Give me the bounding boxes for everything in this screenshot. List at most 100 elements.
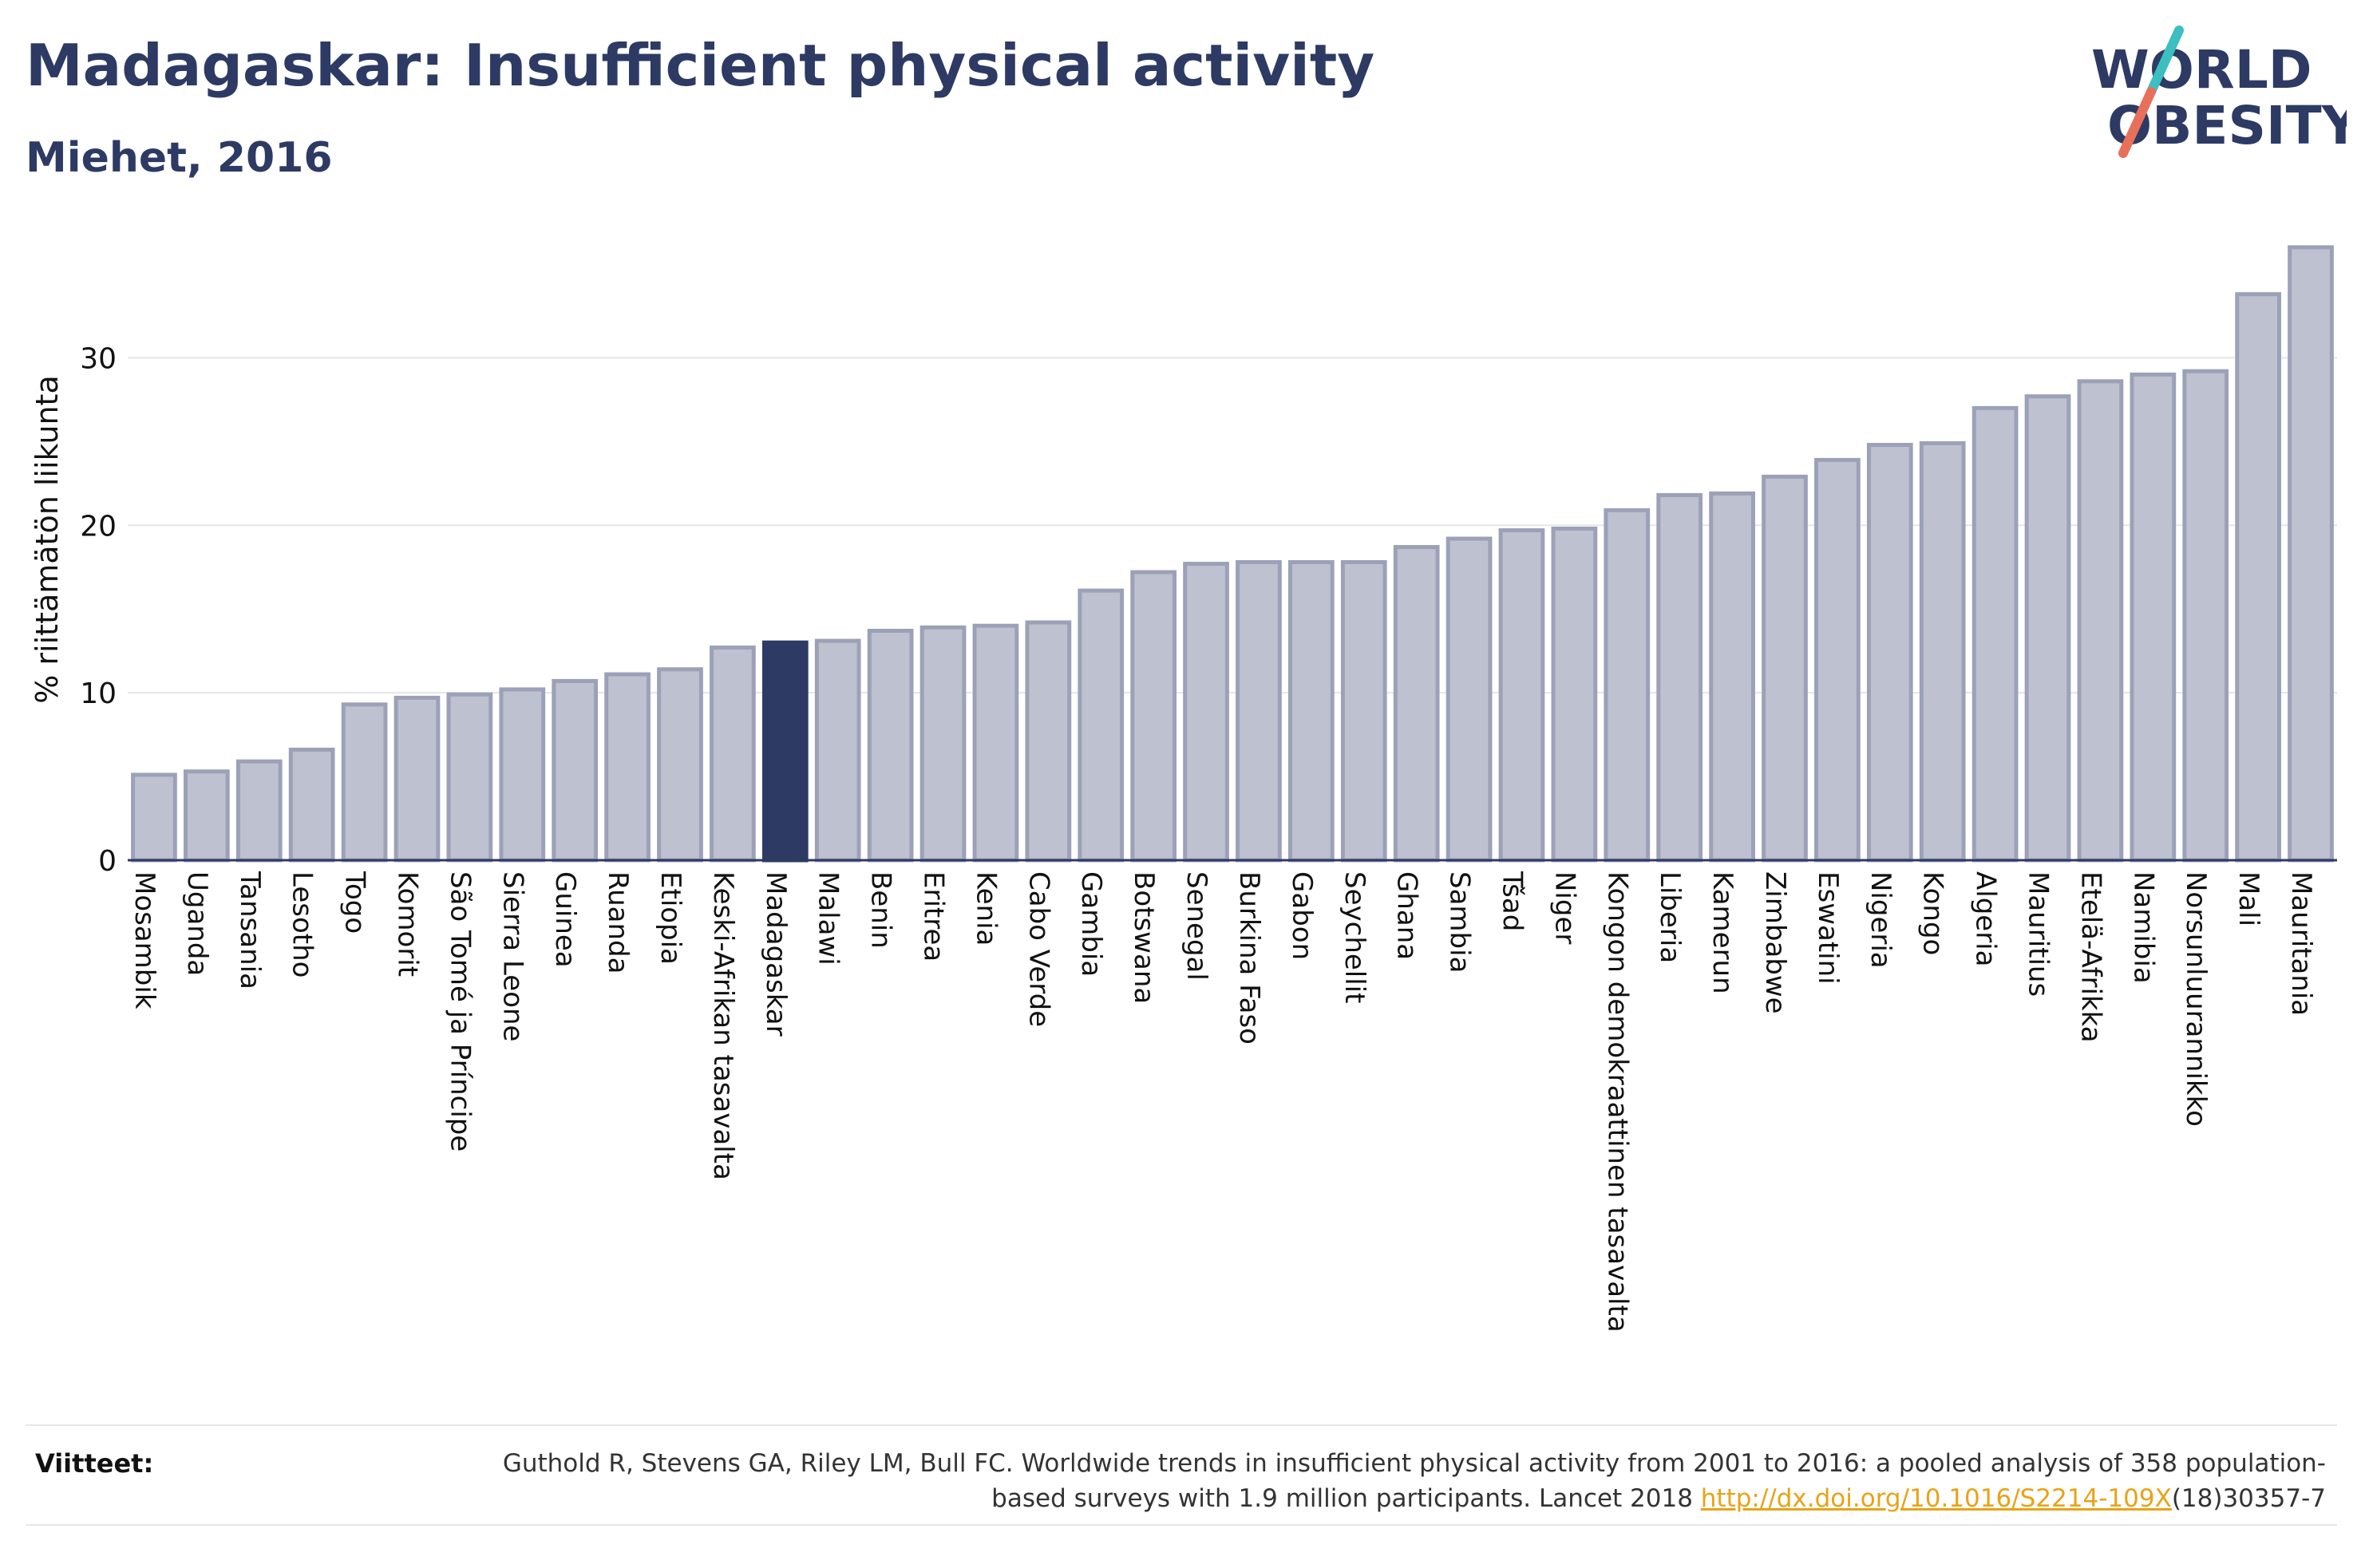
x-tick-label: Mauritius (2023, 871, 2055, 997)
x-tick-label: Burkina Faso (1233, 871, 1265, 1045)
x-tick-label: Norsunluurannikko (2180, 871, 2212, 1127)
y-tick-label: 30 (80, 342, 117, 375)
x-tick-label: Kamerun (1706, 871, 1738, 994)
bar-country[interactable] (657, 667, 703, 863)
x-tick-label: Tansania (234, 871, 266, 989)
world-obesity-logo: WORLD OBESITY (2091, 26, 2347, 158)
x-tick-label: Niger (1548, 871, 1580, 944)
x-tick-label: Cabo Verde (1022, 871, 1054, 1027)
y-tick-label: 20 (80, 510, 117, 543)
x-tick-label: Algeria (1970, 871, 2002, 966)
y-axis-label: % riittämätön liikunta (30, 375, 65, 704)
x-tick-label: Mauritania (2285, 871, 2317, 1016)
x-tick-label: Togo (339, 871, 371, 934)
bar-country[interactable] (1130, 570, 1177, 863)
bar-country[interactable] (1498, 528, 1545, 863)
x-tick-label: Seychellit (1339, 871, 1370, 1003)
bar-country[interactable] (1971, 405, 2019, 863)
y-tick-label: 0 (98, 845, 117, 878)
x-tick-label: Madagaskar (760, 871, 792, 1037)
references-label: Viitteet: (35, 1448, 154, 1479)
bar-country[interactable] (2024, 394, 2071, 863)
bar-country[interactable] (394, 695, 441, 863)
bar-country[interactable] (552, 678, 599, 863)
chart-title: Madagaskar: Insufficient physical activi… (26, 32, 1375, 99)
x-tick-label: Kongon demokraattinen tasavalta (1601, 871, 1633, 1333)
x-tick-label: Eritrea (918, 871, 950, 962)
bar-country[interactable] (1551, 526, 1598, 863)
x-tick-label: Eswatini (1812, 871, 1844, 985)
bar-highlight[interactable] (761, 640, 809, 863)
x-tick-label: Lesotho (287, 871, 318, 978)
bars (131, 245, 2334, 863)
bar-country[interactable] (1025, 620, 1072, 863)
bar-country[interactable] (341, 702, 388, 863)
x-tick-label: Keski-Afrikan tasavalta (707, 871, 739, 1180)
bar-chart: 0 10 20 30 Mosambik Uganda Tansania Lesotho Tog… (30, 245, 2337, 1333)
grid-lines (128, 357, 2337, 694)
bar-country[interactable] (2130, 372, 2177, 863)
bar-country[interactable] (1709, 491, 1755, 863)
references-bottom-rule (26, 1524, 2337, 1526)
x-tick-label: Zimbabwe (1759, 871, 1791, 1014)
references-top-rule (26, 1424, 2337, 1426)
x-tick-label: São Tomé ja Príncipe (444, 871, 476, 1151)
x-tick-label: Namibia (2127, 871, 2159, 984)
x-tick-label: Gambia (1075, 871, 1107, 977)
bar-country[interactable] (446, 692, 493, 863)
bar-country[interactable] (1919, 440, 1966, 863)
x-tick-label: Sierra Leone (496, 871, 528, 1041)
bar-country[interactable] (1340, 559, 1387, 863)
x-tick-label: Senegal (1180, 871, 1212, 981)
logo-text-world: WORLD (2091, 39, 2312, 101)
x-tick-label: Mosambik (129, 871, 160, 1009)
bar-country[interactable] (1762, 474, 1808, 863)
bar-country[interactable] (1656, 492, 1703, 863)
bar-country[interactable] (2077, 379, 2124, 863)
bar-country[interactable] (710, 645, 756, 863)
bar-country[interactable] (1287, 559, 1335, 863)
bar-country[interactable] (183, 769, 230, 863)
bar-country[interactable] (2288, 245, 2334, 863)
bar-country[interactable] (1236, 559, 1282, 863)
bar-country[interactable] (1814, 457, 1861, 863)
chart-subtitle: Miehet, 2016 (26, 134, 333, 182)
bar-country[interactable] (2235, 292, 2282, 863)
reference-citation-tail: (18)30357-7 (2171, 1484, 2326, 1513)
reference-citation: Guthold R, Stevens GA, Riley LM, Bull FC… (502, 1449, 2326, 1513)
bar-country[interactable] (2182, 369, 2229, 863)
category-labels: Mosambik Uganda Tansania Lesotho Togo Komorit… (129, 871, 2317, 1333)
bar-country[interactable] (235, 759, 283, 863)
x-tick-label: Ruanda (602, 871, 634, 974)
x-tick-label: Malawi (813, 871, 844, 966)
x-tick-label: Etelä-Afrikka (2074, 871, 2106, 1043)
x-tick-label: Gabon (1286, 871, 1318, 960)
bar-country[interactable] (1445, 536, 1493, 863)
bar-country[interactable] (1393, 545, 1440, 863)
bar-country[interactable] (919, 625, 967, 863)
reference-doi-link[interactable]: http://dx.doi.org/10.1016/S2214-109X (1700, 1484, 2172, 1513)
references-text: Guthold R, Stevens GA, Riley LM, Bull FC… (490, 1446, 2326, 1516)
bar-country[interactable] (131, 772, 177, 863)
x-tick-label: Etiopia (655, 871, 686, 965)
bar-country[interactable] (1866, 443, 1913, 863)
x-tick-label: Guinea (549, 871, 581, 968)
bar-country[interactable] (499, 687, 546, 863)
bar-country[interactable] (814, 638, 861, 863)
x-tick-label: Sambia (1444, 871, 1476, 973)
x-tick-label: Benin (865, 871, 897, 949)
x-tick-label: Uganda (181, 871, 213, 976)
bar-country[interactable] (1604, 508, 1651, 863)
bar-country[interactable] (288, 747, 335, 863)
bar-country[interactable] (972, 623, 1019, 863)
bar-country[interactable] (867, 628, 914, 863)
bar-country[interactable] (1078, 588, 1125, 863)
bar-country[interactable] (604, 672, 651, 863)
x-tick-label: Komorit (391, 871, 423, 977)
x-tick-label: Nigeria (1865, 871, 1896, 969)
bar-country[interactable] (1183, 562, 1229, 863)
x-tick-label: Tšad (1496, 871, 1528, 931)
x-tick-label: Kenia (970, 871, 1002, 946)
x-tick-label: Botswana (1128, 871, 1160, 1004)
logo-slash-bottom-icon (2118, 87, 2156, 158)
